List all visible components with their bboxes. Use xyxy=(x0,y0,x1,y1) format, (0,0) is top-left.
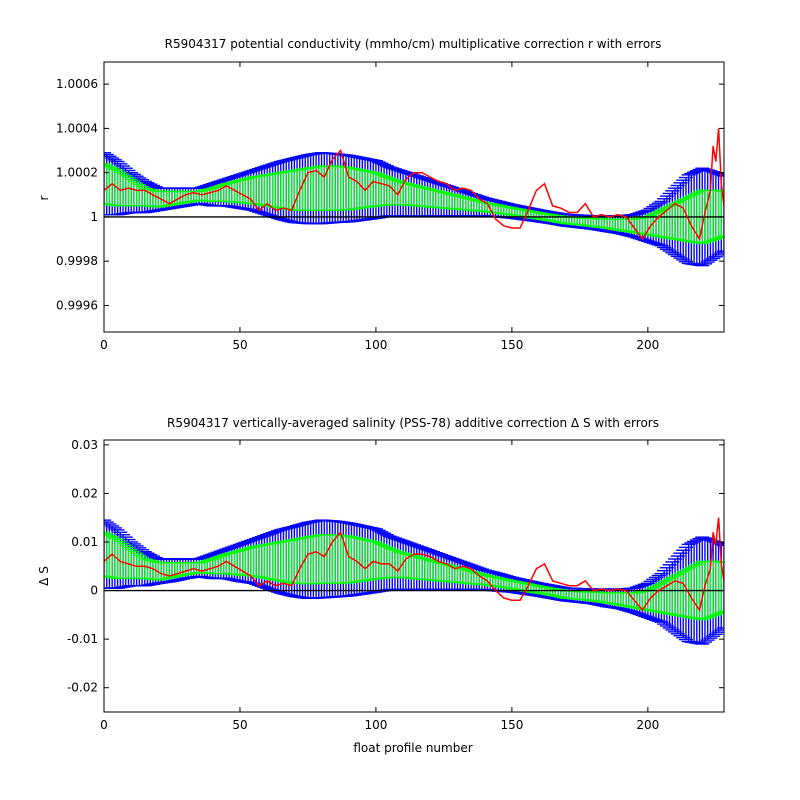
y-axis-label: r xyxy=(37,195,51,200)
x-axis-label: float profile number xyxy=(353,741,472,755)
chart-title: R5904317 potential conductivity (mmho/cm… xyxy=(165,37,662,51)
y-tick-label: 1.0006 xyxy=(56,77,98,91)
delta-s-correction-panel: R5904317 vertically-averaged salinity (P… xyxy=(37,416,725,755)
series-group xyxy=(104,128,724,242)
x-tick-label: 0 xyxy=(100,718,108,732)
tick-group: 0 50 100 150 200 -0.02 -0.01 0 0.01 0.02 0.03 xyxy=(67,438,724,732)
y-tick-label: 0.9996 xyxy=(56,298,98,312)
y-tick-label: 1 xyxy=(90,210,98,224)
x-tick-label: 200 xyxy=(636,718,659,732)
x-tick-label: 200 xyxy=(636,338,659,352)
x-tick-label: 150 xyxy=(500,338,523,352)
axes-frame xyxy=(103,439,725,713)
series-line xyxy=(104,128,724,242)
chart-title: R5904317 vertically-averaged salinity (P… xyxy=(167,416,659,430)
plot-area xyxy=(104,517,724,645)
y-tick-label: 1.0004 xyxy=(56,121,98,135)
x-tick-label: 150 xyxy=(500,718,523,732)
y-axis-label: Δ S xyxy=(37,566,51,586)
tick-group: 0 50 100 150 200 0.9996 0.9998 1 1.0002 1.0004 1.0… xyxy=(56,62,724,352)
r-correction-panel: R5904317 potential conductivity (mmho/cm… xyxy=(37,37,725,352)
plot-area xyxy=(104,128,724,267)
series-line xyxy=(104,517,724,612)
y-tick-label: 0.9998 xyxy=(56,254,98,268)
y-tick-label: 0.03 xyxy=(71,438,98,452)
x-tick-label: 50 xyxy=(232,718,247,732)
y-tick-label: -0.01 xyxy=(67,632,98,646)
x-tick-label: 100 xyxy=(364,338,387,352)
y-tick-label: 1.0002 xyxy=(56,166,98,180)
axes-frame xyxy=(103,61,725,333)
x-tick-label: 100 xyxy=(364,718,387,732)
y-tick-label: 0.01 xyxy=(71,535,98,549)
y-tick-label: -0.02 xyxy=(67,681,98,695)
y-tick-label: 0.02 xyxy=(71,486,98,500)
x-tick-label: 0 xyxy=(100,338,108,352)
series-group xyxy=(104,517,724,612)
y-tick-label: 0 xyxy=(90,584,98,598)
x-tick-label: 50 xyxy=(232,338,247,352)
